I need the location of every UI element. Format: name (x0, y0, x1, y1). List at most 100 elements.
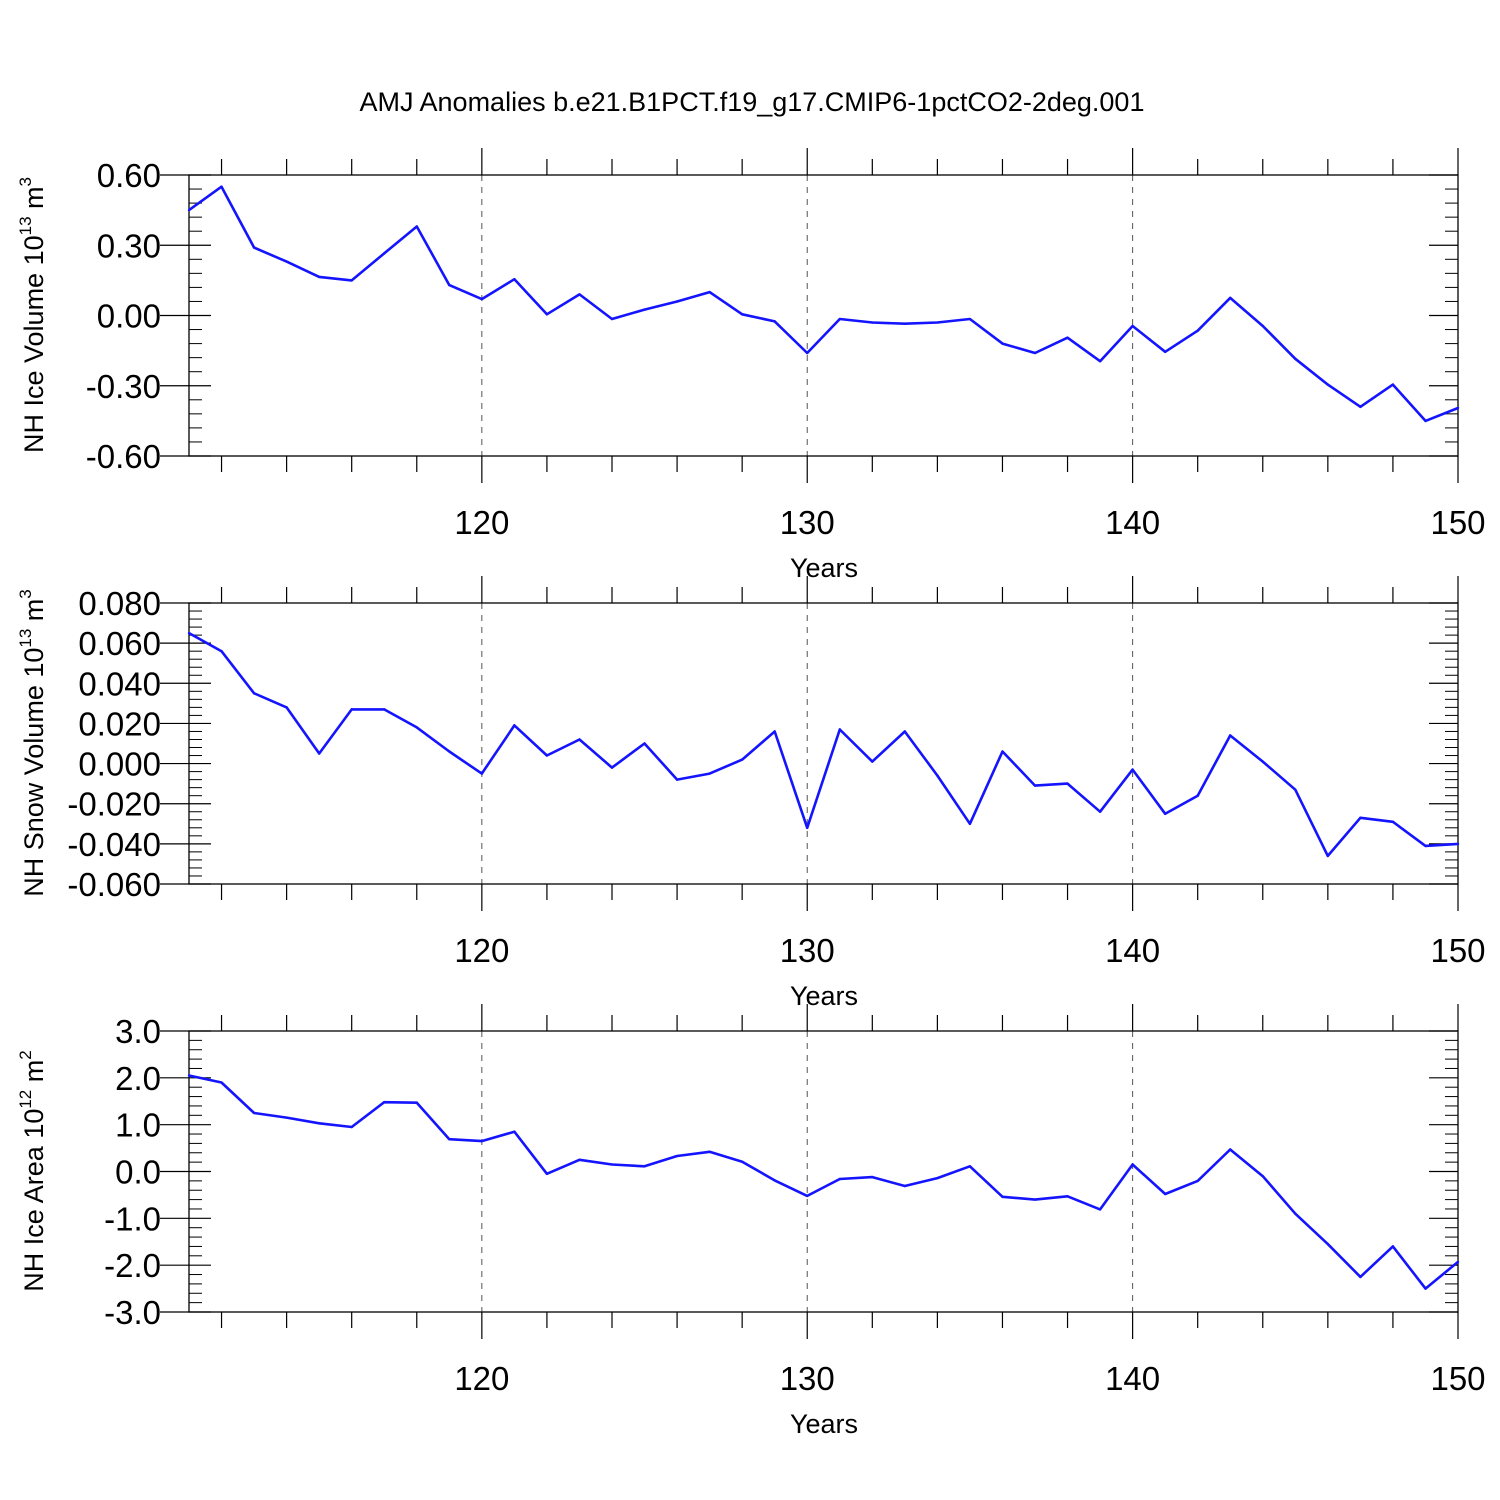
data-point (1229, 734, 1232, 737)
data-point (448, 1137, 451, 1141)
y-tick-label: 0.00 (97, 298, 161, 335)
data-point (1391, 1245, 1395, 1248)
data-point (1098, 1208, 1102, 1211)
y-tick-label: -0.040 (67, 826, 161, 863)
data-point (1424, 419, 1427, 423)
data-point (740, 1160, 744, 1163)
data-point (643, 308, 646, 311)
data-point (578, 1158, 581, 1161)
data-point (480, 297, 484, 301)
data-point (773, 320, 776, 323)
data-point (1294, 788, 1297, 791)
data-point (1391, 383, 1395, 386)
data-point (1066, 336, 1069, 339)
data-point (1261, 760, 1264, 763)
data-point (871, 321, 874, 324)
data-point (448, 750, 451, 753)
y-tick-label: 0.0 (115, 1154, 161, 1191)
data-point (220, 185, 223, 188)
data-point (708, 1150, 711, 1154)
data-point (252, 246, 256, 249)
data-point (1261, 324, 1264, 328)
data-point (1001, 750, 1004, 753)
data-point (1066, 782, 1069, 785)
series-line (188, 631, 1459, 858)
data-point (740, 758, 744, 761)
y-tick-label: 3.0 (115, 1013, 161, 1050)
data-point (545, 1172, 549, 1176)
data-point (740, 313, 744, 316)
data-point (708, 290, 711, 294)
data-point (317, 1122, 321, 1125)
y-tick-label: 0.000 (78, 746, 161, 783)
data-point (968, 1165, 972, 1168)
data-point (1196, 329, 1199, 332)
data-point (1424, 1287, 1427, 1290)
data-point (578, 293, 581, 296)
data-point (838, 728, 841, 731)
y-tick-label: -0.30 (86, 368, 161, 405)
data-point (806, 826, 809, 829)
data-point (643, 742, 646, 745)
x-axis-label: Years (790, 1409, 858, 1439)
data-point (285, 706, 288, 709)
data-point (1163, 350, 1167, 353)
data-point (383, 1100, 386, 1104)
data-point (806, 351, 809, 355)
data-point (1066, 1195, 1069, 1198)
y-axis-label: NH Ice Volume 1013 m3 (16, 177, 49, 453)
x-axis-label: Years (790, 981, 858, 1011)
data-point (968, 317, 972, 321)
data-point (1294, 357, 1297, 361)
data-point (773, 1179, 776, 1182)
y-tick-label: 0.60 (97, 157, 161, 194)
data-point (1131, 324, 1134, 328)
y-tick-label: 0.060 (78, 625, 161, 662)
x-tick-label: 140 (1105, 1360, 1160, 1397)
data-point (1131, 1163, 1134, 1166)
data-point (1456, 842, 1460, 846)
data-point (806, 1194, 809, 1198)
x-tick-label: 150 (1430, 1360, 1485, 1397)
data-point (1229, 296, 1232, 300)
y-tick-label: 0.080 (78, 585, 161, 622)
data-point (415, 726, 418, 729)
data-point (871, 1175, 874, 1179)
chart-title: AMJ Anomalies b.e21.B1PCT.f19_g17.CMIP6-… (360, 87, 1145, 117)
data-point (1098, 810, 1102, 813)
data-point (187, 1074, 191, 1077)
data-point (1326, 383, 1330, 386)
x-tick-label: 120 (454, 932, 509, 969)
data-point (578, 738, 581, 741)
data-point (480, 772, 484, 775)
y-tick-label: 0.30 (97, 227, 161, 264)
data-point (1196, 1179, 1199, 1183)
data-point (903, 322, 907, 325)
data-point (317, 275, 321, 279)
y-tick-label: -2.0 (104, 1247, 161, 1284)
data-point (773, 730, 776, 733)
data-point (415, 1101, 418, 1104)
data-point (285, 1116, 288, 1119)
y-tick-label: -0.60 (86, 438, 161, 475)
data-point (1001, 342, 1004, 345)
data-point (838, 317, 841, 321)
x-tick-label: 140 (1105, 932, 1160, 969)
data-point (1163, 1192, 1167, 1196)
y-axis-label: NH Snow Volume 1013 m3 (16, 589, 49, 897)
data-point (1391, 820, 1395, 823)
panels: 0.60 0.30 0.00 -0.30 -0.60 120 130 140 150 Years N… (16, 148, 1486, 1439)
data-point (1456, 1260, 1460, 1264)
data-point (610, 317, 614, 321)
data-point (1163, 812, 1167, 815)
data-point (675, 778, 679, 781)
data-point (1131, 768, 1134, 771)
data-point (1261, 1174, 1264, 1178)
plot-frame (188, 602, 1459, 885)
data-point (936, 1176, 939, 1180)
data-point (285, 260, 288, 263)
x-tick-label: 130 (780, 504, 835, 541)
data-point (610, 766, 614, 769)
